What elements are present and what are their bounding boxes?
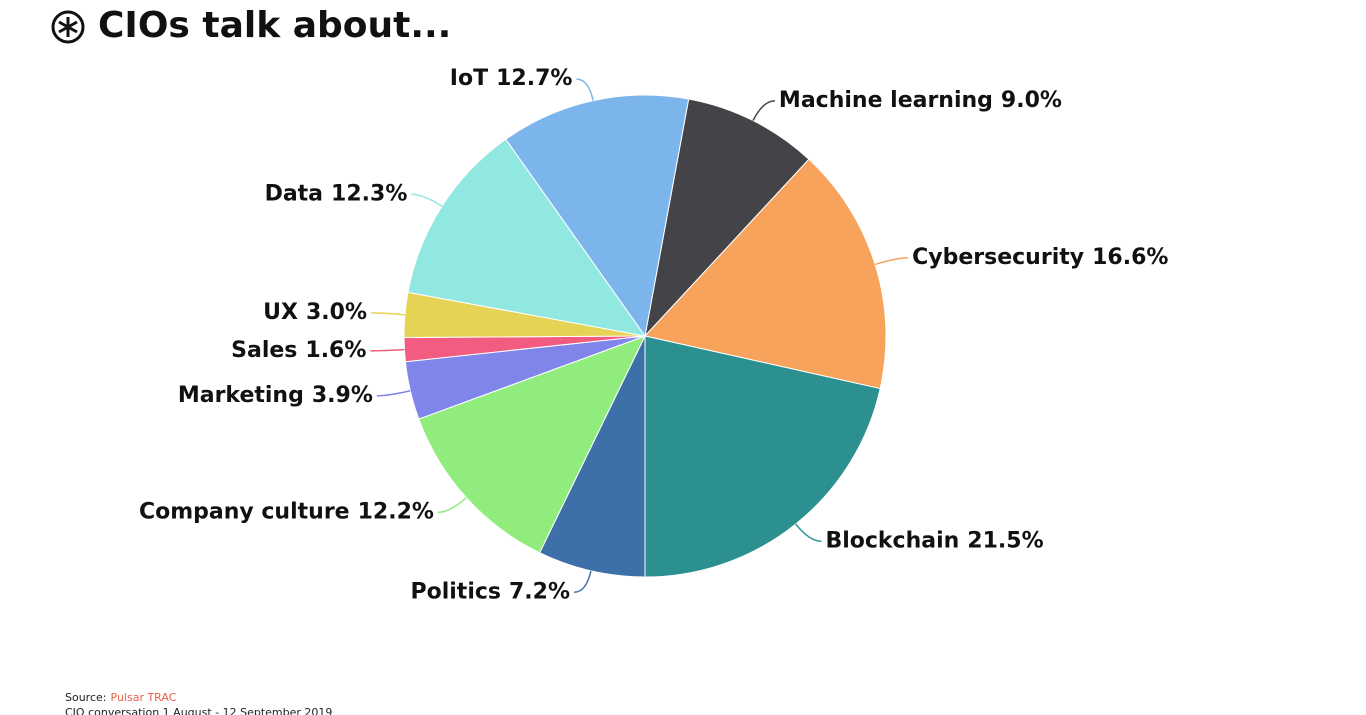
- label-name: Machine learning: [779, 88, 993, 113]
- pie-slice: [538, 335, 646, 578]
- label-name: Blockchain: [825, 528, 959, 553]
- pie-slice: [644, 98, 810, 338]
- pie-slice: [418, 335, 646, 554]
- label-name: Marketing: [178, 383, 304, 408]
- label-name: UX: [263, 300, 298, 325]
- label-value: 7.2%: [509, 579, 570, 604]
- source: Source: Pulsar TRAC: [65, 691, 177, 704]
- label-name: Data: [265, 181, 323, 206]
- label-name: IoT: [450, 66, 488, 91]
- label-value: 21.5%: [967, 528, 1043, 553]
- source-note: CIO conversation 1 August - 12 September…: [65, 706, 332, 715]
- connector: [371, 312, 405, 316]
- title-icon: [51, 10, 85, 44]
- data-label: Politics 7.2%: [410, 579, 570, 604]
- connector: [795, 523, 822, 543]
- connector: [573, 570, 592, 594]
- label-name: Cybersecurity: [912, 245, 1084, 270]
- data-label: Cybersecurity 16.6%: [912, 245, 1168, 270]
- label-value: 12.2%: [358, 499, 434, 524]
- pie-slice: [407, 138, 647, 337]
- data-label: Machine learning 9.0%: [779, 88, 1062, 113]
- connector: [576, 78, 594, 101]
- data-label: Sales 1.6%: [231, 338, 366, 363]
- data-label: UX 3.0%: [263, 300, 367, 325]
- data-label: Blockchain 21.5%: [825, 528, 1043, 553]
- label-value: 9.0%: [1001, 88, 1062, 113]
- source-name: Pulsar TRAC: [111, 691, 177, 704]
- connector: [376, 390, 411, 397]
- label-value: 12.3%: [331, 181, 407, 206]
- label-value: 3.9%: [312, 383, 373, 408]
- data-label: IoT 12.7%: [450, 66, 573, 91]
- label-value: 12.7%: [496, 66, 572, 91]
- connector: [752, 100, 775, 121]
- label-value: 16.6%: [1092, 245, 1168, 270]
- connector: [411, 193, 443, 207]
- label-name: Company culture: [139, 499, 350, 524]
- data-label: Data 12.3%: [265, 181, 408, 206]
- label-name: Sales: [231, 338, 297, 363]
- pie-slice: [505, 94, 690, 338]
- source-label: Source:: [65, 691, 107, 704]
- label-value: 1.6%: [305, 338, 366, 363]
- data-label: Company culture 12.2%: [139, 499, 434, 524]
- data-label: Marketing 3.9%: [178, 383, 373, 408]
- connector: [437, 497, 467, 514]
- label-name: Politics: [410, 579, 501, 604]
- connector: [874, 257, 909, 266]
- label-value: 3.0%: [306, 300, 367, 325]
- chart-title: CIOs talk about...: [98, 5, 451, 46]
- connector: [370, 348, 405, 352]
